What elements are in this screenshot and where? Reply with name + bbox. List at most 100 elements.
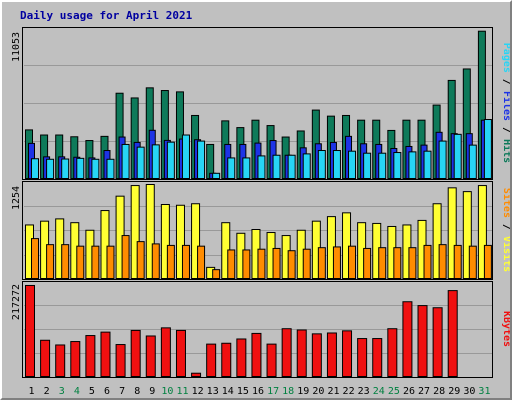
bar-sites-26: [408, 247, 417, 280]
bar-kbytes-13: [206, 343, 217, 378]
bar-kbytes-4: [70, 341, 81, 378]
bar-pages-30: [468, 144, 477, 179]
x-tick-27: 27: [418, 386, 430, 397]
ylabel-part-top-3: /: [501, 121, 510, 139]
bar-pages-6: [106, 158, 115, 180]
bar-kbytes-10: [160, 327, 171, 378]
x-tick-12: 12: [192, 386, 204, 397]
x-tick-15: 15: [237, 386, 249, 397]
chart-title: Daily usage for April 2021: [20, 9, 193, 22]
ylabel-part-top-2: Files: [501, 91, 510, 121]
x-tick-5: 5: [89, 386, 95, 397]
bar-pages-23: [363, 152, 372, 179]
bar-kbytes-26: [402, 301, 413, 377]
bar-kbytes-5: [85, 335, 96, 378]
x-tick-31: 31: [478, 386, 490, 397]
x-tick-24: 24: [373, 386, 385, 397]
bar-pages-31: [483, 119, 492, 180]
bar-sites-5: [91, 245, 100, 280]
bar-kbytes-3: [55, 344, 66, 378]
bar-pages-24: [378, 152, 387, 179]
bar-kbytes-1: [25, 284, 35, 378]
bar-kbytes-2: [40, 339, 51, 377]
bar-sites-23: [363, 247, 372, 279]
bar-kbytes-7: [115, 344, 126, 378]
bar-pages-25: [393, 152, 402, 180]
bar-sites-20: [317, 247, 326, 280]
bar-pages-1: [31, 158, 39, 179]
bar-kbytes-20: [311, 333, 322, 378]
bar-sites-18: [287, 250, 296, 280]
panel-border-bottom: [22, 281, 493, 378]
bar-pages-14: [227, 157, 236, 180]
bar-sites-14: [227, 249, 236, 279]
bar-pages-19: [302, 153, 311, 179]
x-tick-20: 20: [312, 386, 324, 397]
bar-pages-18: [287, 154, 296, 179]
bar-pages-21: [332, 150, 341, 180]
max-label-top: 11053: [11, 32, 22, 62]
bar-sites-12: [197, 245, 206, 280]
bar-pages-10: [166, 141, 175, 180]
bar-visits-9: [145, 184, 155, 279]
bar-pages-17: [272, 154, 281, 179]
bar-pages-20: [317, 150, 326, 180]
bar-pages-2: [46, 158, 55, 180]
ylabel-part-top-0: Pages: [501, 43, 510, 73]
bar-kbytes-19: [296, 329, 307, 378]
bar-sites-7: [121, 235, 130, 279]
max-label-bottom: 217272: [11, 284, 22, 320]
bar-sites-15: [242, 249, 251, 279]
bar-sites-19: [302, 248, 311, 280]
bar-sites-2: [46, 244, 55, 280]
ylabel-part-bottom-0: KBytes: [501, 311, 510, 347]
bar-pages-5: [91, 158, 100, 180]
bar-sites-29: [453, 244, 462, 279]
bar-sites-21: [332, 246, 341, 279]
ylabel-part-middle-2: Visits: [501, 236, 510, 272]
bar-pages-13: [212, 172, 221, 179]
bar-sites-10: [166, 244, 175, 279]
bar-pages-11: [181, 134, 190, 180]
bar-sites-31: [483, 244, 492, 279]
x-tick-8: 8: [134, 386, 140, 397]
bar-kbytes-11: [175, 329, 186, 378]
ylabel-part-middle-0: Sites: [501, 188, 510, 218]
bar-kbytes-25: [387, 328, 398, 377]
x-tick-4: 4: [74, 386, 80, 397]
bar-sites-27: [423, 244, 432, 279]
bar-pages-8: [136, 146, 145, 179]
x-tick-6: 6: [104, 386, 110, 397]
bar-visits-30: [462, 191, 472, 279]
bar-sites-28: [438, 244, 447, 280]
bar-kbytes-24: [372, 338, 383, 378]
max-label-middle: 1254: [11, 186, 22, 210]
bar-pages-7: [121, 143, 130, 180]
bar-visits-22: [342, 212, 352, 279]
bar-pages-16: [257, 155, 266, 179]
x-tick-13: 13: [207, 386, 219, 397]
bar-pages-9: [151, 144, 160, 179]
bar-pages-28: [438, 140, 447, 179]
bar-pages-29: [453, 133, 462, 179]
bar-kbytes-29: [447, 290, 458, 377]
bar-sites-8: [136, 241, 145, 280]
x-tick-3: 3: [59, 386, 65, 397]
x-tick-1: 1: [29, 386, 35, 397]
bar-pages-22: [348, 150, 357, 180]
x-tick-29: 29: [448, 386, 460, 397]
bar-kbytes-6: [100, 331, 111, 377]
x-tick-11: 11: [176, 386, 188, 397]
bar-kbytes-14: [221, 342, 232, 377]
bar-visits-31: [477, 185, 487, 279]
ylabel-middle: Sites / Visits: [501, 188, 510, 272]
x-tick-19: 19: [297, 386, 309, 397]
x-tick-22: 22: [343, 386, 355, 397]
x-tick-2: 2: [44, 386, 50, 397]
bar-pages-15: [242, 157, 251, 180]
bar-visits-12: [191, 203, 201, 280]
bar-sites-25: [393, 247, 402, 280]
bar-sites-13: [212, 269, 221, 280]
